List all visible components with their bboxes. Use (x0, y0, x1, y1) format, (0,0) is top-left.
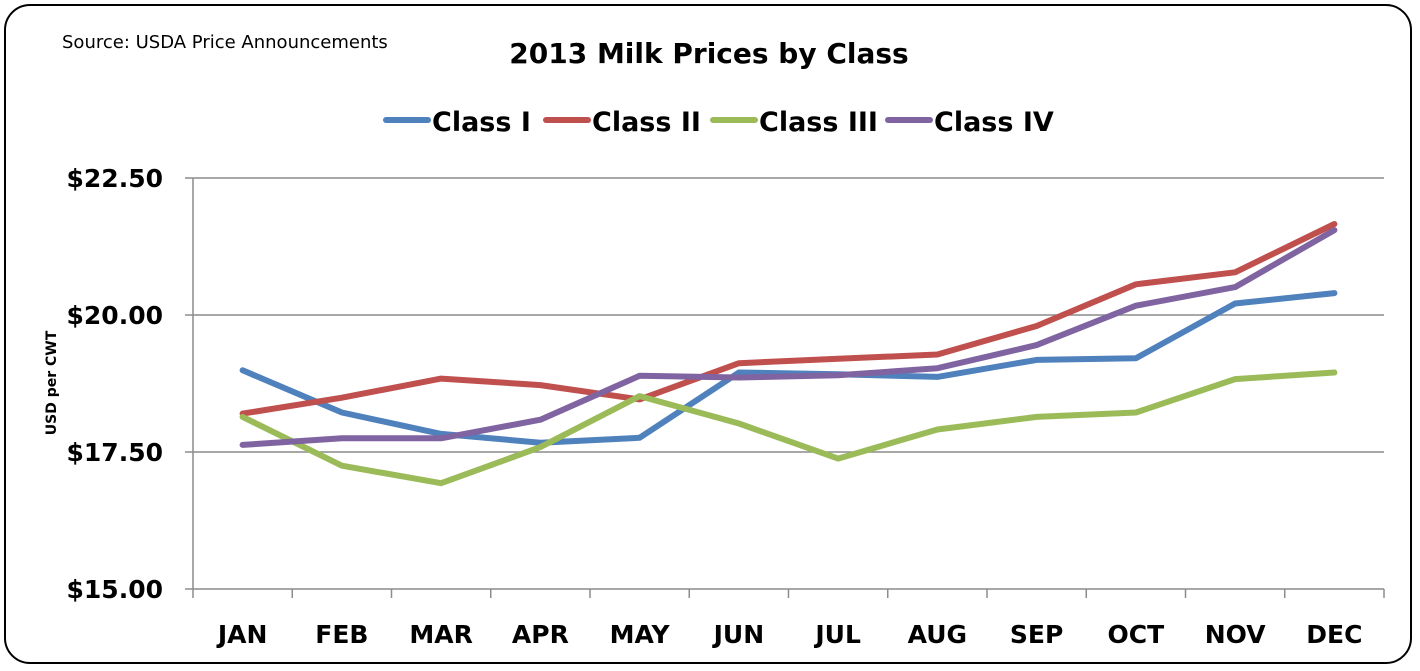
x-tick-label: DEC (1306, 620, 1362, 649)
series-line-class-ii (239, 221, 1338, 417)
x-tick-label: JAN (216, 620, 268, 649)
legend-label-class-i: Class I (432, 107, 531, 138)
legend-label-class-ii: Class II (592, 107, 701, 138)
series-lines (239, 221, 1338, 487)
x-tick-label: FEB (315, 620, 368, 649)
axes (192, 178, 1384, 590)
y-axis-ticks: $15.00 $17.50 $20.00 $22.50 (67, 164, 193, 604)
x-tick-label: JUN (712, 620, 765, 649)
y-tick-label: $15.00 (67, 575, 163, 604)
legend-label-class-iv: Class IV (934, 107, 1054, 138)
chart-title: 2013 Milk Prices by Class (509, 37, 908, 70)
x-tick-label: NOV (1205, 620, 1267, 649)
series-line-class-iv (239, 227, 1338, 448)
x-tick-label: OCT (1108, 620, 1165, 649)
source-note: Source: USDA Price Announcements (62, 32, 388, 53)
x-tick-label: SEP (1010, 620, 1063, 649)
y-tick-label: $20.00 (67, 301, 163, 330)
y-tick-label: $22.50 (67, 164, 163, 193)
y-axis-label: USD per CWT (44, 330, 60, 435)
x-tick-label: MAR (409, 620, 472, 649)
series-line-class-i (239, 290, 1338, 446)
gridlines (193, 177, 1384, 453)
x-tick-label: APR (512, 620, 569, 649)
x-tick-label: MAY (610, 620, 671, 649)
y-tick-label: $17.50 (67, 438, 163, 467)
legend-label-class-iii: Class III (759, 107, 878, 138)
x-tick-label: AUG (908, 620, 967, 649)
x-tick-label: JUL (813, 620, 861, 649)
series-line-class-iii (239, 369, 1338, 487)
x-axis-ticks: JAN FEB MAR APR MAY JUN JUL AUG SEP OCT NOV DEC (192, 589, 1385, 649)
legend: Class I Class II Class III Class IV (383, 107, 1054, 138)
